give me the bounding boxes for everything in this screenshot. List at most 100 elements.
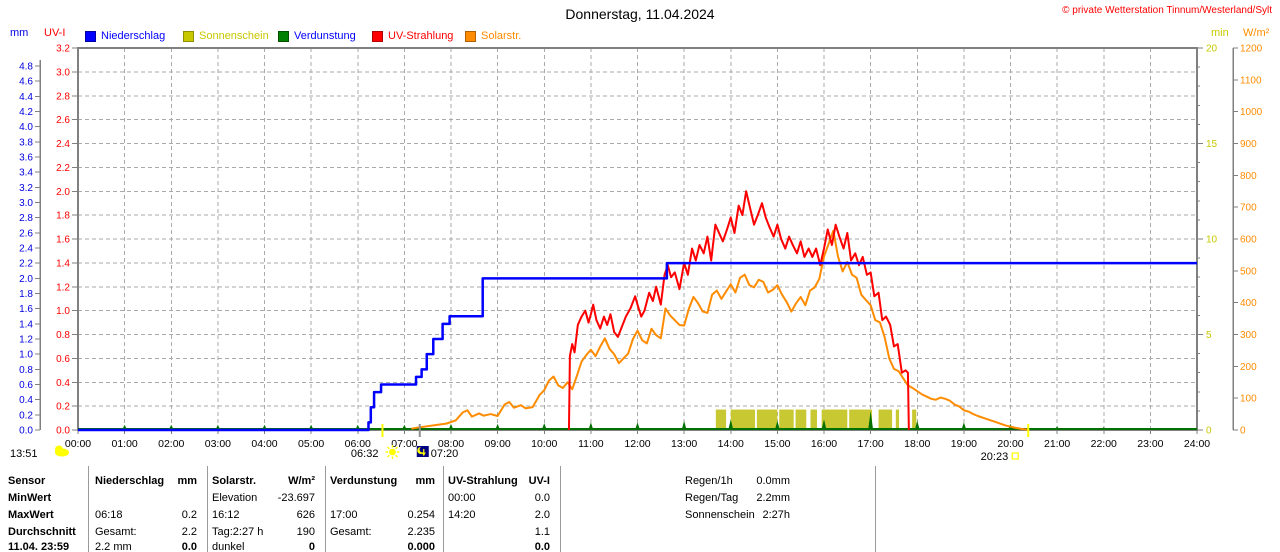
summary-row: Regen/Tag 2.2mm [685,491,790,505]
series-sonnenschein-bar [756,409,778,430]
series-sonnenschein-bar [821,409,848,430]
col-uvstrahlung-row: 0.0 [448,540,550,552]
series-sonnenschein-bar [715,409,727,430]
mm-tick-label: 2.6 [19,228,33,239]
summary-row-value: 2:27h [762,509,790,521]
col-solarstr-row-value: 626 [296,509,315,521]
uvi-tick-label: 1.6 [56,235,70,246]
series-verdunstung-spike [401,424,407,430]
legend-item-sonnenschein: Sonnenschein [183,29,269,43]
series-verdunstung-spike [1101,426,1107,430]
series-verdunstung-spike [588,422,594,430]
mm-tick-label: 3.6 [19,153,33,164]
min-tick-label: 0 [1206,426,1212,437]
uvi-tick-label: 2.8 [56,91,70,102]
col-uvstrahlung-row-label: 00:00 [448,492,476,504]
col-uvstrahlung-row: 1.1 [448,525,550,539]
col-uvstrahlung-header-label: UV-Strahlung [448,475,518,487]
x-tick-label: 07:00 [391,438,417,450]
legend-swatch-icon [465,30,476,42]
summary-row: Sonnenschein 2:27h [685,508,790,522]
row-header-label: MinWert [8,492,52,504]
row-header: Sensor [8,474,86,488]
row-header: Durchschnitt [8,525,86,539]
wm2-tick-label: 100 [1240,394,1257,405]
mm-tick-label: 3.0 [19,198,33,209]
col-verdunstung-row-label: Gesamt: [330,526,372,538]
legend-item-solarstr: Solarstr. [465,29,521,43]
col-solarstr-row: dunkel 0 [212,540,315,552]
col-verdunstung-header-value: mm [415,475,435,487]
summary-row-label: Regen/1h [685,475,733,487]
series-verdunstung-spike [821,419,827,430]
uvi-tick-label: 1.2 [56,282,70,293]
mm-tick-label: 2.4 [19,244,33,255]
col-uvstrahlung-header-value: UV-I [528,475,550,487]
legend-label: Niederschlag [101,30,166,42]
series-verdunstung-spike [308,424,314,430]
col-verdunstung-row: Gesamt: 2.235 [330,525,435,539]
mm-tick-label: 4.4 [19,92,33,103]
series-sonnenschein-bar [795,409,807,430]
legend-swatch-icon [278,30,289,42]
col-verdunstung-row-label: 17:00 [330,509,358,521]
x-tick-label: 14:00 [718,438,744,450]
legend-label: Verdunstung [294,30,356,42]
series-verdunstung-spike [495,423,501,430]
wm2-tick-label: 700 [1240,203,1257,214]
axis-header-mm: mm [10,27,29,39]
mm-tick-label: 2.2 [19,259,33,270]
col-solarstr-row: Elevation -23.697 [212,491,315,505]
x-tick-label: 11:00 [578,438,604,450]
min-tick-label: 15 [1206,139,1218,150]
x-tick-label: 23:00 [1137,438,1163,450]
col-verdunstung-row: 17:00 0.254 [330,508,435,522]
col-solarstr-header-label: Solarstr. [212,475,257,487]
uvi-tick-label: 3.2 [56,44,70,55]
moonset-icon [419,446,426,453]
legend-item-niederschlag: Niederschlag [85,29,165,43]
x-tick-label: 02:00 [158,438,184,450]
series-verdunstung-spike [448,423,454,430]
x-tick-label: 06:00 [345,438,371,450]
legend-label: UV-Strahlung [388,30,454,42]
table-divider [207,466,208,552]
sunset-time-label: 20:23 [981,451,1009,463]
uvi-tick-label: 3.0 [56,67,70,78]
series-niederschlag-step [78,261,1197,432]
row-header: 11.04. 23:59 [8,540,86,552]
x-tick-label: 08:00 [438,438,464,450]
x-tick-label: 24:00 [1184,438,1210,450]
col-verdunstung-row [330,491,435,505]
col-niederschlag-header-value: mm [177,475,197,487]
row-header: MaxWert [8,508,86,522]
col-niederschlag-row-label: Gesamt: [95,526,137,538]
col-niederschlag-row-label: 2.2 mm [95,541,132,552]
series-sonnenschein-bar [878,409,893,430]
table-divider [325,466,326,552]
col-uvstrahlung-row-label: 14:20 [448,509,476,521]
axis-header-min: min [1211,27,1229,39]
sunset-icon [1011,452,1019,460]
col-uvstrahlung-row-value: 0.0 [534,541,550,552]
series-sonnenschein-bar [779,409,794,430]
col-solarstr-header-value: W/m² [288,475,315,487]
uvi-tick-label: 0.0 [56,426,70,437]
col-uvstrahlung-header: UV-Strahlung UV-I [448,474,550,488]
uvi-tick-label: 2.4 [56,139,70,150]
x-tick-label: 13:00 [671,438,697,450]
mm-tick-label: 0.0 [19,426,33,437]
uvi-tick-label: 2.6 [56,115,70,126]
min-tick-label: 20 [1206,44,1218,55]
col-solarstr-row-label: Elevation [212,492,258,504]
col-uvstrahlung-row-value: 0.0 [534,492,550,504]
summary-row-value: 2.2mm [756,492,790,504]
summary-row: Regen/1h 0.0mm [685,474,790,488]
uvi-tick-label: 0.8 [56,330,70,341]
series-verdunstung-spike [262,424,267,430]
col-niederschlag-header-label: Niederschlag [95,475,165,487]
wm2-tick-label: 1000 [1240,107,1263,118]
col-solarstr-row-value: -23.697 [277,492,315,504]
col-uvstrahlung-row-value: 1.1 [534,526,550,538]
mm-tick-label: 0.6 [19,380,33,391]
